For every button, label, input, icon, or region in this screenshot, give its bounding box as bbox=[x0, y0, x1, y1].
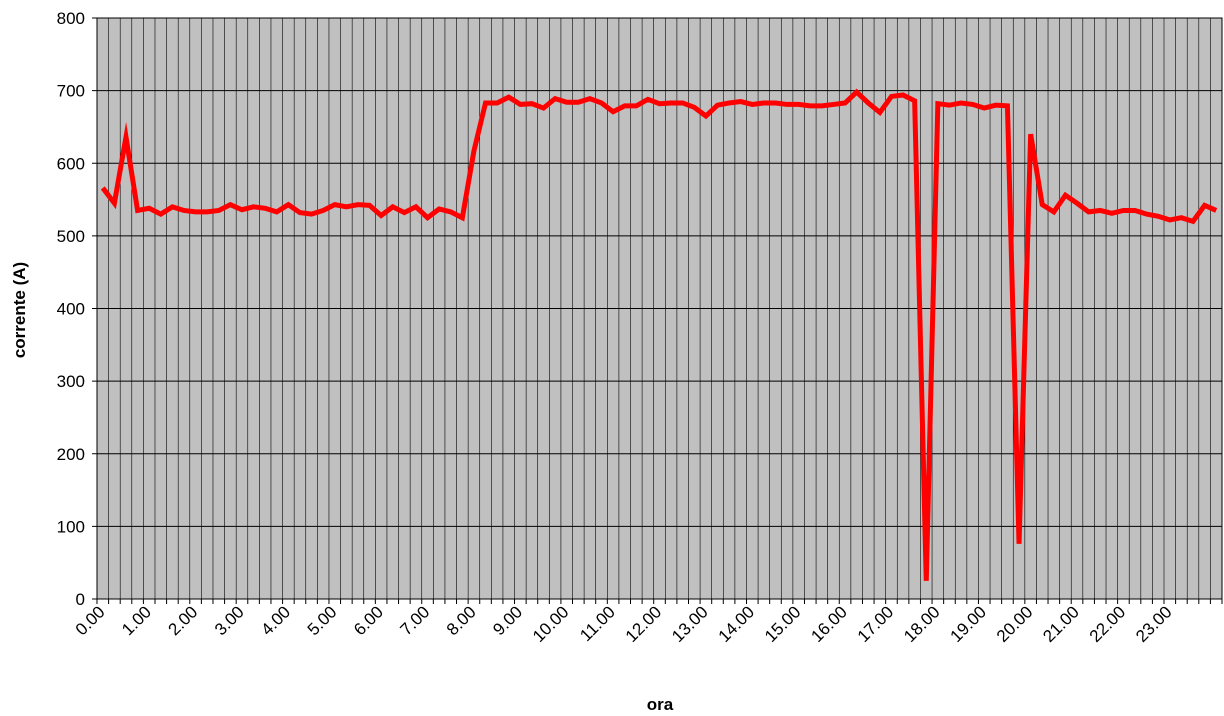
x-tick-label: 18.00 bbox=[900, 602, 944, 646]
x-tick-label: 20.00 bbox=[993, 602, 1037, 646]
y-tick-label: 600 bbox=[57, 154, 85, 173]
x-tick-label: 17.00 bbox=[854, 602, 898, 646]
x-tick-label: 5.00 bbox=[304, 602, 341, 639]
x-tick-label: 1.00 bbox=[118, 602, 155, 639]
x-tick-label: 2.00 bbox=[165, 602, 202, 639]
horizontal-gridlines bbox=[97, 17, 1222, 600]
x-tick-label: 8.00 bbox=[443, 602, 480, 639]
y-axis-ticks: 0 100 200 300 400 500 600 700 800 bbox=[57, 9, 97, 609]
x-tick-label: 12.00 bbox=[622, 602, 666, 646]
x-tick-label: 7.00 bbox=[397, 602, 434, 639]
x-tick-label: 6.00 bbox=[350, 602, 387, 639]
x-tick-label: 19.00 bbox=[947, 602, 991, 646]
y-axis-title: corrente (A) bbox=[10, 262, 29, 358]
y-tick-label: 700 bbox=[57, 82, 85, 101]
x-tick-label: 21.00 bbox=[1039, 602, 1083, 646]
x-tick-label: 16.00 bbox=[807, 602, 851, 646]
x-tick-label: 3.00 bbox=[211, 602, 248, 639]
x-tick-label: 9.00 bbox=[489, 602, 526, 639]
x-tick-label: 10.00 bbox=[529, 602, 573, 646]
x-tick-label: 11.00 bbox=[576, 602, 619, 645]
x-axis-title: ora bbox=[647, 695, 674, 714]
y-tick-label: 0 bbox=[76, 590, 85, 609]
x-axis-ticks: 0.00 1.00 2.00 3.00 4.00 5.00 6.00 7.00 8.00 9.00… bbox=[72, 599, 1223, 646]
x-tick-label: 13.00 bbox=[668, 602, 712, 646]
y-tick-label: 500 bbox=[57, 227, 85, 246]
series-line bbox=[100, 88, 1218, 581]
y-tick-label: 200 bbox=[57, 445, 85, 464]
y-tick-label: 800 bbox=[57, 9, 85, 28]
y-tick-label: 100 bbox=[57, 517, 85, 536]
x-tick-label: 4.00 bbox=[257, 602, 294, 639]
y-tick-label: 300 bbox=[57, 372, 85, 391]
x-tick-label: 14.00 bbox=[715, 602, 759, 646]
x-tick-label: 23.00 bbox=[1132, 602, 1176, 646]
x-tick-label: 15.00 bbox=[761, 602, 805, 646]
x-tick-label: 22.00 bbox=[1086, 602, 1130, 646]
y-tick-label: 400 bbox=[57, 300, 85, 319]
